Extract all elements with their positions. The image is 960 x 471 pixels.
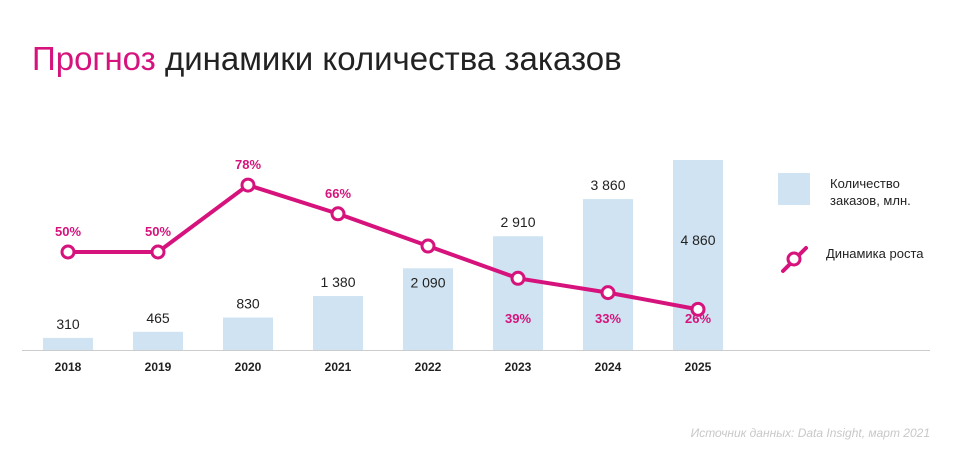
legend-line-marker [786, 251, 802, 267]
line-point-2022 [420, 238, 436, 254]
chart-title-rest: динамики количества заказов [155, 40, 622, 77]
line-label-2023: 39% [505, 311, 531, 326]
bar-label-2025: 4 860 [680, 232, 715, 248]
bar-2021 [313, 296, 363, 350]
x-tick-2024: 2024 [595, 360, 622, 374]
x-tick-2020: 2020 [235, 360, 262, 374]
line-point-2019 [150, 244, 166, 260]
chart-title: Прогноз динамики количества заказов [32, 40, 622, 78]
x-tick-2023: 2023 [505, 360, 532, 374]
x-tick-2021: 2021 [325, 360, 352, 374]
legend-bar-swatch [778, 173, 810, 205]
legend-bar-label: Количество заказов, млн. [830, 176, 911, 208]
line-label-2025: 26% [685, 311, 711, 326]
line-point-2024 [600, 285, 616, 301]
line-point-2025 [690, 301, 706, 317]
growth-line [66, 183, 700, 312]
line-point-2023 [510, 270, 526, 286]
source-note: Источник данных: Data Insight, март 2021 [690, 426, 930, 440]
line-point-2018 [60, 244, 76, 260]
bar-label-2018: 310 [56, 316, 80, 332]
line-label-2020: 78% [235, 157, 261, 172]
bar-2025 [673, 160, 723, 350]
line-point-2021 [330, 206, 346, 222]
x-tick-2022: 2022 [415, 360, 442, 374]
line-label-2018: 50% [55, 224, 81, 239]
bar-label-2021: 1 380 [320, 274, 355, 290]
x-tick-2019: 2019 [145, 360, 172, 374]
bar-label-2019: 465 [146, 310, 170, 326]
bar-2018 [43, 337, 93, 350]
line-label-2021: 66% [325, 186, 351, 201]
line-label-2024: 33% [595, 311, 621, 326]
line-point-2020 [240, 177, 256, 193]
bar-label-2022: 2 090 [410, 274, 445, 290]
x-tick-2025: 2025 [685, 360, 712, 374]
bar-label-2024: 3 860 [590, 177, 625, 193]
legend-line-label: Динамика роста [826, 246, 924, 261]
bar-2019 [133, 331, 183, 350]
x-tick-2018: 2018 [55, 360, 82, 374]
bar-2020 [223, 317, 273, 350]
bar-2023 [493, 236, 543, 350]
chart-title-accent: Прогноз [32, 40, 156, 77]
bar-2024 [583, 199, 633, 350]
bar-2022 [403, 268, 453, 350]
line-label-2019: 50% [145, 224, 171, 239]
bar-label-2023: 2 910 [500, 214, 535, 230]
bar-label-2020: 830 [236, 296, 260, 312]
